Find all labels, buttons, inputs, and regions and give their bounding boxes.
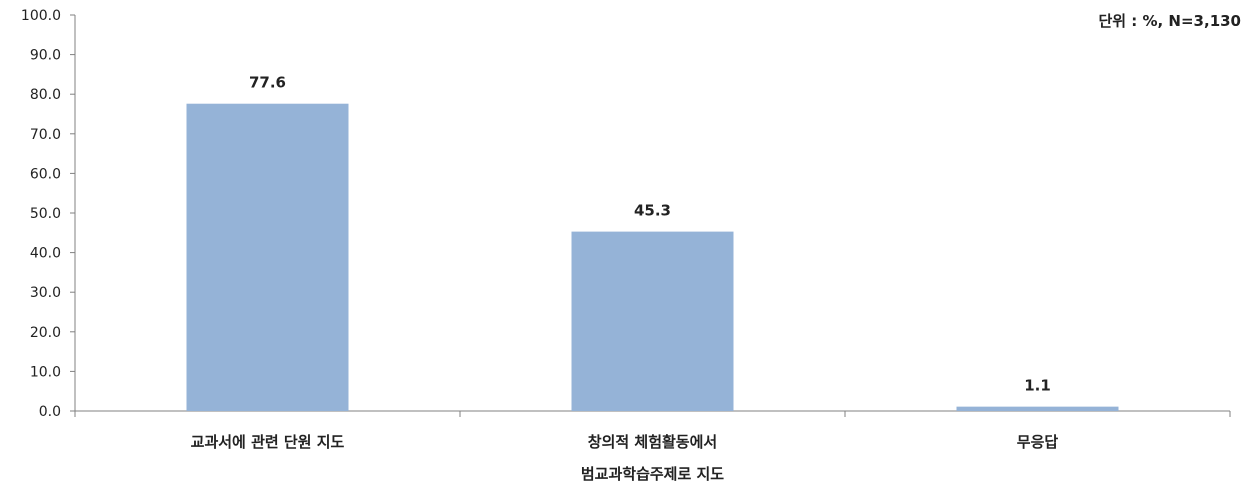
x-category-label: 무응답 xyxy=(1017,433,1059,451)
data-label: 1.1 xyxy=(1024,377,1051,395)
x-category-label: 교과서에 관련 단원 지도 xyxy=(191,433,345,451)
data-label: 45.3 xyxy=(634,202,671,220)
y-tick-label: 40.0 xyxy=(30,246,61,262)
bar xyxy=(956,406,1119,411)
y-tick-label: 70.0 xyxy=(30,127,61,143)
x-category-label: 범교과학습주제로 지도 xyxy=(581,465,724,483)
x-category-label: 창의적 체험활동에서 xyxy=(588,433,717,451)
y-tick-label: 60.0 xyxy=(30,166,61,182)
y-tick-label: 0.0 xyxy=(39,404,61,420)
y-tick-label: 90.0 xyxy=(30,48,61,64)
y-tick-label: 10.0 xyxy=(30,364,61,380)
data-label: 77.6 xyxy=(249,74,286,92)
y-tick-label: 50.0 xyxy=(30,206,61,222)
y-tick-label: 100.0 xyxy=(21,8,61,24)
unit-note: 단위 : %, N=3,130 xyxy=(1098,12,1241,30)
y-tick-label: 20.0 xyxy=(30,325,61,341)
y-tick-label: 30.0 xyxy=(30,285,61,301)
bar xyxy=(186,103,349,411)
bar xyxy=(571,231,734,411)
y-tick-label: 80.0 xyxy=(30,87,61,103)
